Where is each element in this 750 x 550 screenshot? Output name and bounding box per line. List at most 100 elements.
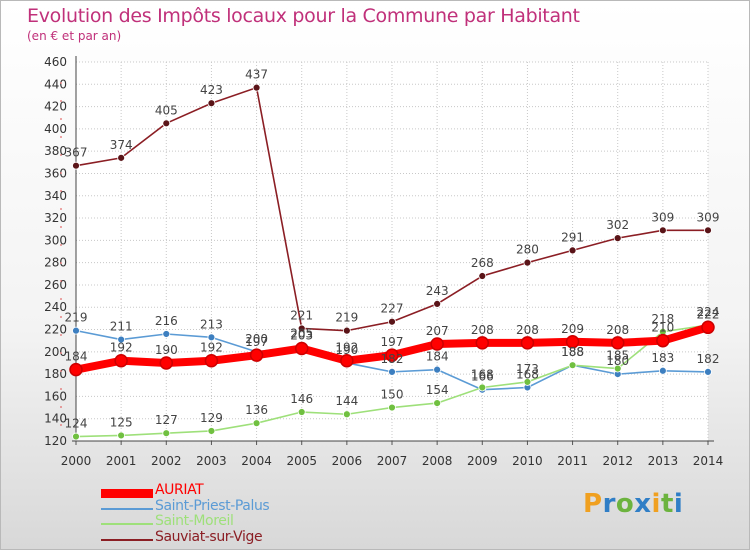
- data-label-saint-moreil: 127: [155, 413, 178, 427]
- legend-swatch: [101, 488, 153, 498]
- logo-letter: i: [651, 489, 661, 519]
- point-auriat: [475, 336, 490, 350]
- point-auriat: [340, 353, 354, 368]
- data-label-saint-priest-palus: 182: [697, 352, 720, 366]
- point-sauviat-sur-vige: [207, 99, 216, 108]
- data-label-sauviat-sur-vige: 227: [381, 302, 404, 316]
- y-tick-label: 260: [44, 278, 67, 292]
- data-label-auriat: 197: [245, 335, 268, 349]
- x-tick-label: 2006: [332, 454, 363, 468]
- y-tick-label: 180: [44, 367, 67, 381]
- legend-label: Saint-Priest-Palus: [155, 497, 270, 514]
- data-label-saint-priest-palus: 190: [335, 343, 358, 357]
- point-sauviat-sur-vige: [388, 317, 396, 326]
- y-tick-label: 300: [44, 233, 67, 247]
- data-label-sauviat-sur-vige: 309: [651, 210, 674, 224]
- data-label-sauviat-sur-vige: 291: [561, 230, 584, 244]
- y-tick-label: 320: [44, 211, 67, 225]
- point-saint-priest-palus: [117, 335, 126, 344]
- x-tick-label: 2010: [512, 454, 543, 468]
- point-saint-moreil: [568, 361, 577, 370]
- point-saint-moreil: [297, 408, 306, 416]
- data-label-saint-moreil: 168: [471, 367, 494, 381]
- logo-letter: t: [660, 489, 674, 519]
- y-tick-label: 340: [44, 189, 67, 203]
- data-label-auriat: 210: [651, 321, 674, 335]
- logo-letter: i: [673, 489, 684, 519]
- data-label-sauviat-sur-vige: 423: [200, 83, 223, 97]
- point-auriat: [430, 337, 444, 351]
- point-saint-moreil: [523, 378, 532, 386]
- x-tick-label: 2013: [648, 454, 679, 468]
- data-label-saint-priest-palus: 180: [606, 354, 629, 368]
- data-label-saint-priest-palus: 213: [200, 317, 223, 331]
- data-label-saint-priest-palus: 188: [561, 345, 584, 359]
- data-label-sauviat-sur-vige: 243: [426, 284, 449, 298]
- data-label-auriat: 190: [155, 343, 178, 357]
- point-sauviat-sur-vige: [704, 226, 712, 235]
- point-sauviat-sur-vige: [568, 246, 577, 255]
- data-label-saint-priest-palus: 182: [381, 352, 404, 366]
- point-sauviat-sur-vige: [117, 153, 126, 162]
- legend-label: Saint-Moreil: [155, 513, 234, 529]
- data-label-sauviat-sur-vige: 437: [245, 68, 268, 82]
- point-auriat: [294, 341, 309, 356]
- data-label-auriat: 197: [381, 335, 404, 349]
- point-sauviat-sur-vige: [252, 83, 261, 92]
- y-tick-label: 240: [44, 300, 67, 314]
- data-label-auriat: 222: [697, 307, 720, 321]
- x-tick-label: 2008: [422, 454, 453, 468]
- y-tick-label: 120: [44, 434, 67, 448]
- point-sauviat-sur-vige: [658, 226, 667, 235]
- y-tick-label: 440: [44, 77, 67, 91]
- point-sauviat-sur-vige: [613, 234, 622, 243]
- data-label-saint-priest-palus: 183: [651, 351, 674, 365]
- x-tick-label: 2005: [286, 454, 317, 468]
- data-label-auriat: 192: [110, 341, 133, 355]
- x-tick-label: 2012: [602, 454, 633, 468]
- data-label-saint-priest-palus: 200: [245, 332, 268, 346]
- x-tick-label: 2014: [693, 454, 724, 468]
- x-tick-label: 2001: [106, 454, 137, 468]
- legend-label: Sauviat-sur-Vige: [155, 528, 263, 545]
- point-sauviat-sur-vige: [342, 326, 351, 335]
- point-saint-moreil: [72, 432, 80, 441]
- y-tick-label: 160: [44, 389, 67, 403]
- chart-title: Evolution des Impôts locaux pour la Comm…: [27, 5, 580, 27]
- point-auriat: [114, 353, 128, 368]
- data-label-auriat: 192: [200, 341, 223, 355]
- point-auriat: [249, 348, 264, 362]
- x-tick-label: 2011: [557, 454, 588, 468]
- point-saint-priest-palus: [433, 365, 442, 374]
- data-label-saint-moreil: 125: [110, 415, 133, 429]
- point-sauviat-sur-vige: [433, 299, 442, 308]
- y-tick-label: 200: [44, 345, 67, 359]
- data-label-auriat: 208: [516, 323, 539, 337]
- data-label-saint-priest-palus: 184: [426, 350, 449, 364]
- data-label-saint-priest-palus: 205: [290, 326, 313, 340]
- point-auriat: [69, 362, 83, 377]
- point-auriat: [204, 353, 219, 368]
- y-tick-label: 420: [44, 100, 67, 114]
- x-tick-label: 2004: [241, 454, 272, 468]
- point-saint-moreil: [478, 383, 487, 392]
- point-sauviat-sur-vige: [297, 324, 306, 333]
- logo-letter: P: [583, 489, 603, 519]
- chart-subtitle: (en € et par an): [27, 29, 122, 43]
- legend-swatch: [101, 507, 153, 510]
- x-tick-label: 2007: [377, 454, 408, 468]
- point-saint-moreil: [613, 364, 622, 373]
- point-saint-moreil: [342, 410, 351, 419]
- y-tick-label: 400: [44, 122, 67, 136]
- data-label-saint-moreil: 154: [426, 383, 449, 397]
- data-label-saint-moreil: 185: [606, 349, 629, 363]
- data-label-saint-moreil: 144: [335, 394, 358, 408]
- x-tick-label: 2009: [467, 454, 498, 468]
- point-auriat: [385, 348, 399, 362]
- point-saint-priest-palus: [162, 330, 171, 338]
- data-label-sauviat-sur-vige: 268: [471, 256, 494, 270]
- logo-letter: r: [602, 489, 616, 519]
- point-saint-moreil: [252, 419, 261, 428]
- data-label-auriat: 208: [606, 323, 629, 337]
- data-label-saint-moreil: 150: [381, 388, 404, 402]
